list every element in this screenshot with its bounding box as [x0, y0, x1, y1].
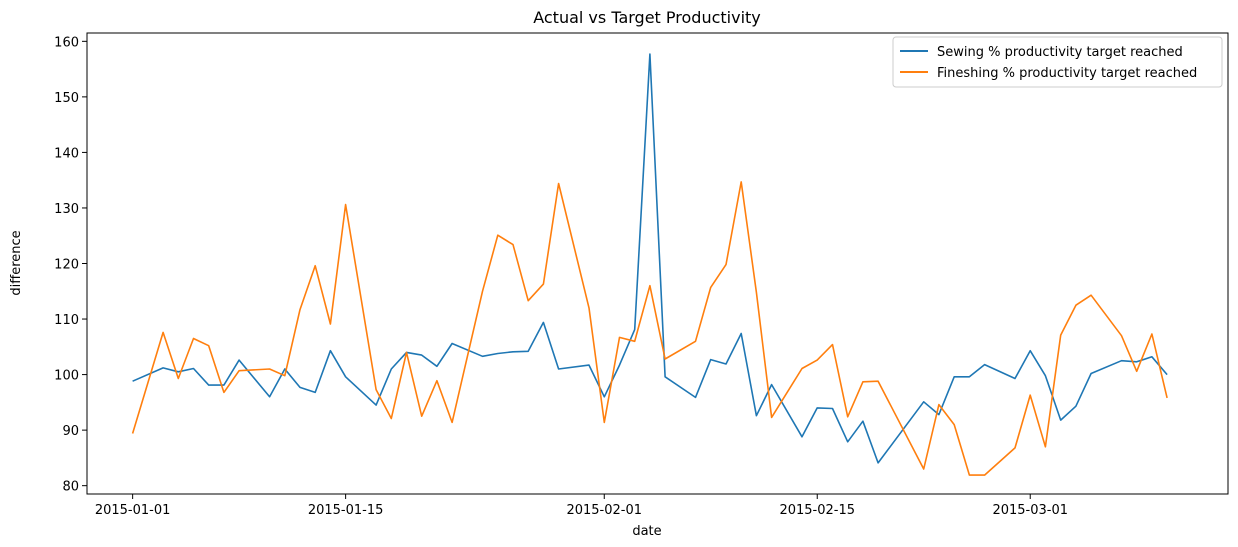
y-tick-label: 110 — [54, 313, 79, 328]
x-tick-label: 2015-03-01 — [992, 503, 1068, 518]
y-tick-label: 130 — [54, 202, 79, 217]
x-tick-label: 2015-02-01 — [566, 503, 642, 518]
y-tick-label: 120 — [54, 258, 79, 273]
x-axis: 2015-01-01 2015-01-15 2015-02-01 2015-02-15… — [95, 494, 1068, 518]
series-layer — [131, 53, 1168, 476]
plot-area-frame — [86, 32, 1229, 495]
x-tick-label: 2015-02-15 — [779, 503, 855, 518]
legend: Sewing % productivity target reached Fin… — [892, 36, 1223, 88]
y-tick-label: 100 — [54, 369, 79, 384]
y-tick-label: 140 — [54, 146, 79, 161]
y-tick-label: 160 — [54, 35, 79, 50]
x-axis-title: date — [632, 524, 661, 539]
series-line-fineshing — [131, 181, 1168, 476]
y-axis-title: difference — [9, 230, 24, 295]
legend-label-fineshing: Fineshing % productivity target reached — [937, 66, 1197, 81]
series-line-sewing — [132, 53, 1168, 464]
x-tick-label: 2015-01-15 — [308, 503, 384, 518]
y-tick-label: 80 — [62, 480, 79, 495]
y-tick-label: 150 — [54, 91, 79, 106]
chart-title: Actual vs Target Productivity — [533, 8, 761, 27]
y-axis: 80 90 100 110 120 130 140 150 160 — [54, 35, 87, 495]
x-tick-label: 2015-01-01 — [95, 503, 171, 518]
y-tick-label: 90 — [62, 424, 79, 439]
legend-box — [892, 36, 1223, 88]
legend-label-sewing: Sewing % productivity target reached — [937, 45, 1183, 60]
